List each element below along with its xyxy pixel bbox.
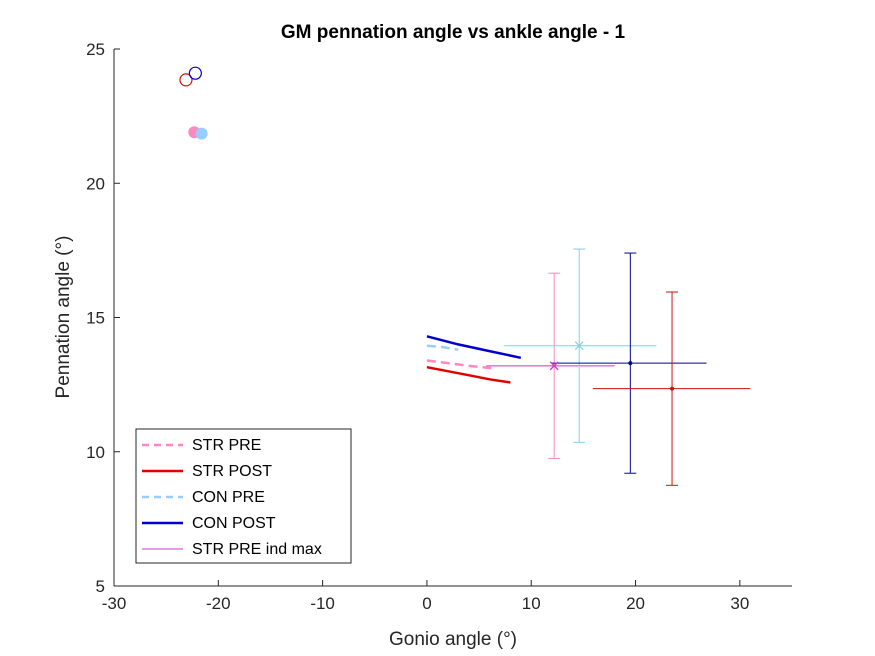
y-tick-label: 5 [96, 577, 105, 596]
legend-label: CON PRE [192, 489, 265, 506]
legend: STR PRE STR POST CON PRE CON POST STR PRE in… [135, 428, 352, 564]
mean-marker [628, 361, 633, 366]
legend-label: STR PRE ind max [192, 541, 322, 558]
series-line [426, 365, 511, 384]
x-axis-title: Gonio angle (°) [389, 629, 517, 650]
scatter-point [179, 73, 193, 87]
x-tick-label: 10 [522, 594, 541, 613]
x-tick-label: -20 [206, 594, 231, 613]
x-tick-label: 0 [422, 594, 431, 613]
series-line [426, 335, 522, 360]
series-line [426, 359, 495, 370]
series-line [426, 344, 459, 351]
x-tick-label: 30 [730, 594, 749, 613]
y-axis-title: Pennation angle (°) [53, 236, 74, 399]
scatter-point [188, 66, 202, 80]
error-bars [486, 248, 751, 486]
y-tick-label: 20 [86, 174, 105, 193]
mean-marker [670, 386, 675, 391]
x-tick-label: -10 [310, 594, 335, 613]
chart-title: GM pennation angle vs ankle angle - 1 [281, 22, 626, 43]
y-tick-label: 10 [86, 443, 105, 462]
x-tick-label: 20 [626, 594, 645, 613]
scatter-point [195, 127, 208, 140]
legend-label: CON POST [192, 515, 276, 532]
legend-label: STR POST [192, 463, 272, 480]
legend-label: STR PRE [192, 437, 261, 454]
series-lines [426, 335, 522, 384]
mean-marker [549, 361, 559, 371]
mean-marker [574, 341, 584, 351]
x-tick-label: -30 [102, 594, 127, 613]
scatter-points [179, 66, 208, 140]
y-tick-label: 15 [86, 309, 105, 328]
y-tick-label: 25 [86, 40, 105, 59]
axis-ticks: -30 -20 -10 0 10 20 30 5 10 15 20 25 [86, 40, 749, 613]
